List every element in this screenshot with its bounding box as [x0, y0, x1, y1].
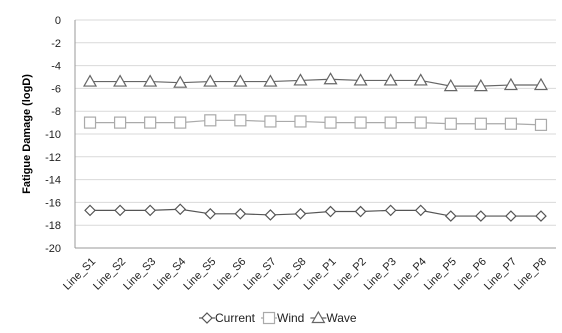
- y-tick-label: -16: [45, 197, 61, 209]
- x-tick-label: Line_P4: [392, 256, 429, 293]
- gridlines: [75, 19, 556, 226]
- data-point-current: [294, 207, 307, 220]
- data-point-wave: [113, 74, 128, 87]
- legend-item-wave: Wave: [310, 310, 357, 325]
- data-point-current: [354, 205, 367, 218]
- x-tick-label: Line_P8: [512, 256, 549, 293]
- data-point-wave: [503, 77, 518, 91]
- data-point-wind: [534, 118, 548, 131]
- data-point-wind: [504, 117, 518, 130]
- data-point-current: [384, 204, 397, 217]
- y-tick-labels: 0 -2 -4 -6 -8 -10 -12 -14 -16 -18 -20: [45, 15, 61, 255]
- data-point-wind: [474, 117, 487, 130]
- data-point-wind: [414, 116, 427, 129]
- y-tick-label: -8: [51, 106, 61, 118]
- x-tick-label: Line_P2: [332, 256, 369, 293]
- data-point-current: [264, 209, 277, 221]
- series-line-wind: [90, 119, 541, 126]
- y-tick-label: -18: [45, 220, 61, 232]
- data-point-wind: [354, 116, 367, 129]
- data-point-current: [204, 207, 217, 220]
- legend-label: Wind: [277, 311, 304, 325]
- x-tick-label: Line_S7: [241, 256, 278, 293]
- y-tick-label: -12: [45, 152, 61, 164]
- data-point-wave: [143, 74, 158, 87]
- axes: [74, 20, 556, 249]
- data-point-wind: [204, 114, 217, 127]
- data-point-wave: [413, 73, 428, 86]
- series: [82, 72, 549, 222]
- legend-label: Current: [215, 311, 256, 325]
- data-point-wind: [144, 116, 157, 129]
- legend-label: Wave: [326, 311, 357, 325]
- data-point-wind: [444, 117, 457, 130]
- data-point-wind: [174, 116, 187, 129]
- data-point-current: [414, 204, 427, 217]
- x-tick-label: Line_P5: [422, 256, 459, 293]
- data-point-wave: [293, 73, 308, 86]
- series-current: [84, 203, 547, 222]
- data-point-current: [114, 204, 126, 217]
- legend-marker-triangle: [311, 310, 326, 324]
- series-line-wave: [90, 78, 541, 87]
- x-tick-label: Line_S6: [211, 256, 248, 293]
- x-tick-labels: Line_S1Line_S2Line_S3Line_S4Line_S5Line_…: [61, 256, 549, 293]
- y-axis-title: Fatigue Damage (logD): [21, 74, 33, 194]
- data-point-wave: [173, 75, 188, 88]
- legend-marker-diamond: [201, 312, 213, 324]
- data-point-wave: [233, 74, 248, 87]
- legend: Current Wind Wave: [199, 310, 357, 325]
- data-point-current: [174, 203, 187, 216]
- x-tick-label: Line_P3: [362, 256, 399, 293]
- data-point-current: [444, 210, 457, 222]
- y-tick-label: -6: [51, 83, 61, 95]
- data-point-wind: [294, 115, 307, 128]
- y-tick-label: -4: [51, 61, 61, 73]
- x-tick-label: Line_S5: [181, 256, 218, 293]
- data-point-wind: [234, 114, 247, 127]
- legend-item-current: Current: [199, 311, 256, 325]
- data-point-wind: [113, 116, 127, 129]
- data-point-current: [84, 204, 96, 217]
- data-point-current: [474, 210, 487, 222]
- y-tick-label: -2: [51, 38, 61, 50]
- series-wave: [82, 72, 549, 92]
- data-point-wave: [533, 77, 549, 91]
- data-point-wave: [323, 72, 338, 85]
- data-point-wave: [443, 78, 458, 92]
- x-tick-label: Line_P7: [482, 256, 519, 293]
- legend-marker-square: [262, 311, 276, 325]
- legend-item-wind: Wind: [261, 311, 304, 325]
- series-wind: [83, 114, 548, 131]
- data-point-wind: [384, 116, 397, 129]
- y-tick-label: -10: [45, 129, 61, 141]
- y-tick-label: 0: [55, 15, 61, 27]
- x-tick-label: Line_S4: [151, 256, 188, 293]
- x-tick-label: Line_S2: [91, 256, 128, 293]
- data-point-current: [505, 210, 517, 222]
- data-point-current: [535, 210, 547, 222]
- data-point-wave: [353, 73, 368, 86]
- data-point-current: [234, 207, 247, 220]
- data-point-wave: [473, 78, 488, 92]
- data-point-wind: [83, 116, 97, 129]
- x-tick-label: Line_S8: [272, 256, 309, 293]
- x-tick-label: Line_P6: [452, 256, 489, 293]
- y-tick-label: -14: [45, 175, 61, 187]
- data-point-current: [144, 204, 157, 217]
- data-point-current: [324, 205, 337, 218]
- data-point-wind: [324, 116, 337, 129]
- data-point-wave: [82, 74, 98, 87]
- x-tick-label: Line_S3: [121, 256, 158, 293]
- data-point-wave: [203, 74, 218, 87]
- series-line-current: [90, 208, 541, 217]
- data-point-wave: [383, 73, 398, 86]
- y-tick-label: -20: [45, 243, 61, 255]
- x-tick-label: Line_S1: [61, 256, 98, 293]
- data-point-wind: [264, 115, 277, 128]
- x-tick-label: Line_P1: [302, 256, 339, 293]
- data-point-wave: [263, 74, 278, 87]
